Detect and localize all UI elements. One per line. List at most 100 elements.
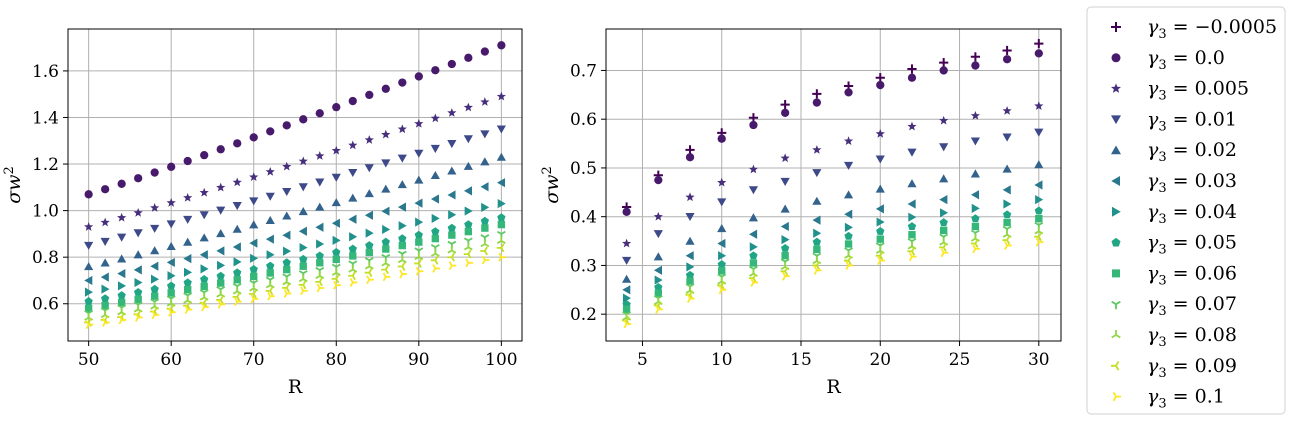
data-point [1034, 226, 1044, 235]
data-point [166, 241, 176, 250]
data-point [464, 53, 473, 62]
data-point [685, 192, 695, 202]
legend-item: γ3 = 0.03 [1111, 170, 1237, 196]
data-point [939, 115, 949, 125]
legend-label: γ3 = 0.07 [1147, 293, 1237, 319]
data-point [364, 135, 374, 144]
data-point [686, 277, 694, 285]
data-point [364, 261, 374, 270]
data-point [463, 186, 473, 196]
data-point [117, 268, 126, 279]
data-point [717, 198, 727, 207]
data-point [85, 320, 94, 330]
data-point [166, 257, 175, 268]
data-point [117, 281, 127, 291]
data-point [717, 134, 726, 143]
legend-label: γ3 = 0.05 [1147, 232, 1237, 258]
axes-frame [67, 28, 523, 342]
data-point [430, 249, 440, 257]
data-point [134, 277, 143, 288]
data-point [448, 231, 456, 239]
data-point [150, 292, 159, 300]
data-point [216, 206, 226, 215]
y-tick-label: 0.4 [570, 208, 597, 228]
data-point [1034, 128, 1044, 137]
series-tri_right [622, 195, 1044, 303]
data-point [465, 258, 473, 268]
data-point [939, 174, 949, 183]
data-point [971, 214, 980, 223]
data-point [234, 297, 242, 307]
x-tick-label: 70 [243, 350, 265, 370]
data-point [907, 199, 916, 209]
data-point [150, 284, 159, 293]
data-point [414, 149, 424, 158]
data-point [299, 242, 308, 253]
data-point [1002, 210, 1012, 219]
data-point [331, 218, 340, 228]
series-y_right [85, 252, 506, 330]
data-point [415, 266, 424, 276]
data-point [265, 234, 274, 244]
data-point [686, 262, 695, 272]
series-plus [622, 39, 1044, 212]
legend-label: γ3 = 0.09 [1147, 355, 1237, 381]
data-point [1002, 164, 1012, 173]
data-point [183, 295, 193, 304]
legend-marker [1111, 83, 1121, 93]
data-point [298, 156, 308, 166]
data-point [970, 239, 979, 248]
data-point [780, 204, 790, 213]
series-y_down [84, 230, 506, 318]
data-point [398, 78, 407, 87]
data-point [84, 262, 94, 271]
legend-marker [1111, 115, 1121, 125]
data-point [100, 217, 110, 227]
data-point [748, 164, 759, 174]
data-point [101, 185, 110, 194]
data-point [430, 113, 440, 123]
legend-item: γ3 = 0.06 [1112, 262, 1237, 288]
data-point [100, 272, 109, 282]
data-point [365, 248, 373, 257]
data-point [430, 194, 440, 204]
data-point [1003, 199, 1012, 209]
data-point [940, 248, 949, 258]
series-y_up [622, 226, 1044, 321]
data-point [134, 174, 143, 183]
data-point [496, 178, 506, 188]
series-pentagon [622, 206, 1043, 308]
data-point [232, 242, 241, 252]
x-axis-label: R [826, 376, 841, 398]
data-point [748, 273, 757, 283]
data-point [233, 257, 242, 267]
data-point [813, 228, 822, 238]
data-point [381, 129, 391, 139]
data-point [166, 198, 176, 207]
data-point [481, 255, 490, 265]
y-tick-label: 0.3 [570, 256, 597, 276]
data-point [464, 206, 473, 216]
series-y_right [623, 237, 1044, 329]
data-point [150, 261, 159, 271]
data-point [183, 237, 193, 246]
data-point [331, 173, 341, 182]
data-point [233, 268, 242, 277]
data-point [481, 224, 489, 232]
data-point [200, 282, 208, 291]
data-point [748, 213, 759, 222]
data-point [812, 98, 821, 107]
data-point [1002, 235, 1011, 245]
data-point [971, 203, 980, 213]
data-point [813, 265, 822, 275]
data-point [265, 280, 275, 289]
data-point [150, 168, 159, 177]
data-point [216, 182, 226, 192]
data-point [282, 258, 291, 267]
data-point [200, 275, 209, 283]
legend-label: γ3 = 0.04 [1147, 201, 1237, 227]
data-point [101, 301, 109, 310]
data-point [908, 252, 917, 262]
data-point [84, 275, 93, 286]
data-point [348, 96, 357, 106]
